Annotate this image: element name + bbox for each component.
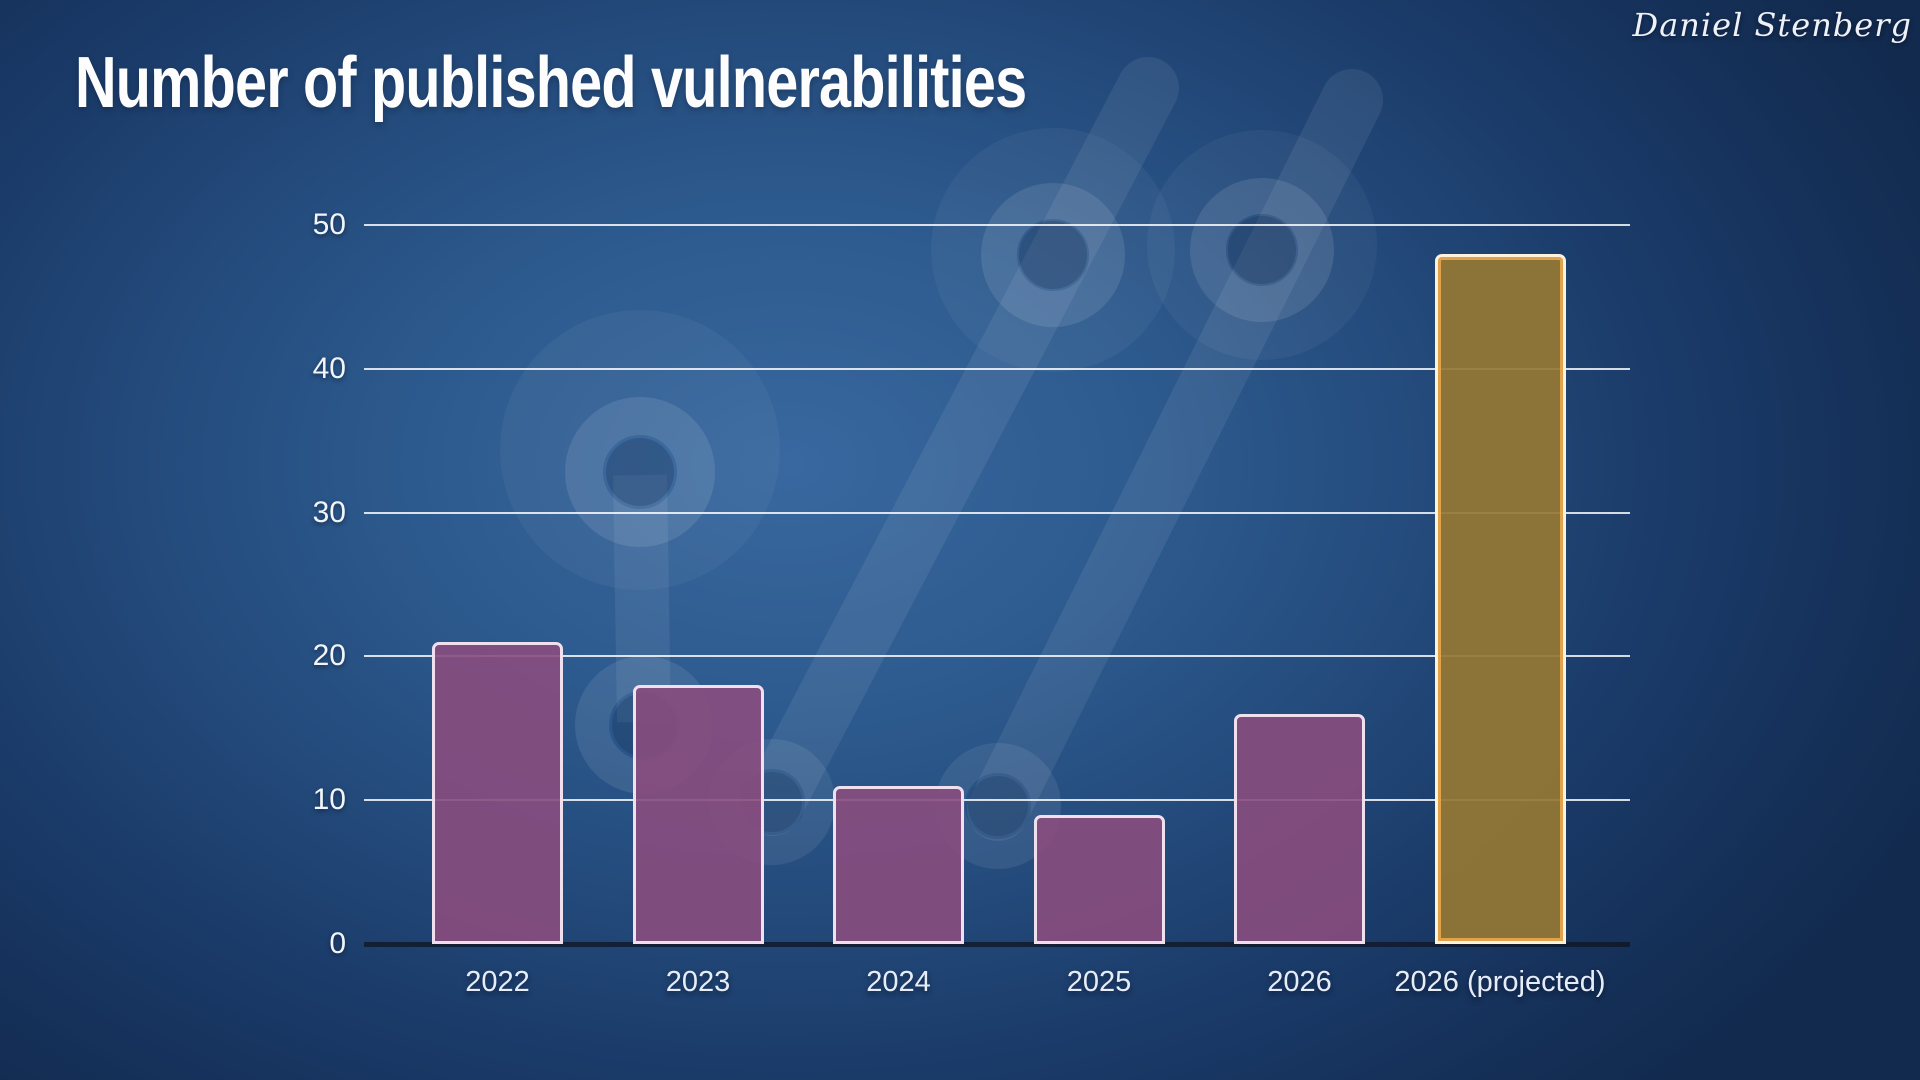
y-tick-label-40: 40 [312, 351, 346, 385]
slide-title: Number of published vulnerabilities [75, 43, 1027, 123]
y-tick-label-0: 0 [329, 927, 346, 960]
y-tick-label-10: 10 [312, 783, 346, 817]
bar-2025 [1033, 814, 1165, 944]
bar-2024 [833, 785, 964, 944]
gridline-40 [364, 367, 1630, 370]
y-tick-label-30: 30 [312, 495, 346, 529]
gridline-10 [364, 799, 1630, 802]
y-tick-label-20: 20 [312, 639, 346, 673]
bar-2026-projected [1434, 253, 1566, 944]
gridline-20 [364, 655, 1630, 658]
x-label-2024: 2024 [866, 966, 931, 998]
x-axis-line [364, 942, 1630, 947]
bar-2022 [432, 642, 563, 944]
gridline-30 [364, 511, 1630, 514]
x-label-2026-projected: 2026 (projected) [1394, 966, 1606, 998]
bar-2026 [1234, 713, 1365, 944]
bar-2023 [632, 685, 764, 944]
x-label-2022: 2022 [465, 966, 530, 998]
y-tick-label-50: 50 [312, 208, 346, 241]
author-signature: Daniel Stenberg [1632, 6, 1912, 44]
gridline-50 [364, 224, 1630, 226]
x-label-2023: 2023 [665, 966, 731, 998]
x-label-2026: 2026 [1267, 966, 1332, 998]
x-label-2025: 2025 [1066, 966, 1132, 998]
